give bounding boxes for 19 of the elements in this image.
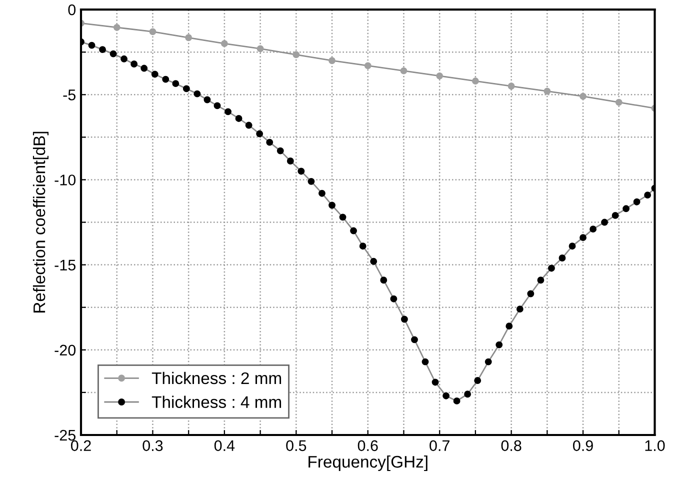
- x-tick-label: 0.8: [501, 440, 522, 452]
- x-tick-label: 0.5: [286, 440, 306, 452]
- x-axis-title: Frequency[GHz]: [308, 455, 428, 472]
- y-tick-label: -5: [63, 90, 76, 100]
- y-tick-label: 0: [68, 4, 76, 16]
- y-tick-label: -15: [54, 260, 76, 270]
- x-tick-label: 0.4: [214, 440, 235, 452]
- x-tick-label: 0.7: [430, 440, 450, 452]
- y-tick-label: -20: [54, 344, 76, 356]
- legend-label: Thickness : 4 mm: [152, 396, 282, 408]
- y-tick-label: -25: [54, 430, 76, 441]
- y-tick-label: -10: [54, 174, 76, 186]
- legend-label: Thickness : 2 mm: [152, 372, 282, 384]
- x-tick-label: 0.3: [142, 440, 163, 452]
- x-tick-label: 0.6: [358, 440, 378, 452]
- x-tick-label: 0.2: [70, 440, 91, 452]
- y-axis-title: Reflection coefficient[dB]: [32, 132, 49, 312]
- x-tick-label: 0.9: [573, 440, 593, 452]
- x-tick-label: 1.0: [645, 440, 665, 452]
